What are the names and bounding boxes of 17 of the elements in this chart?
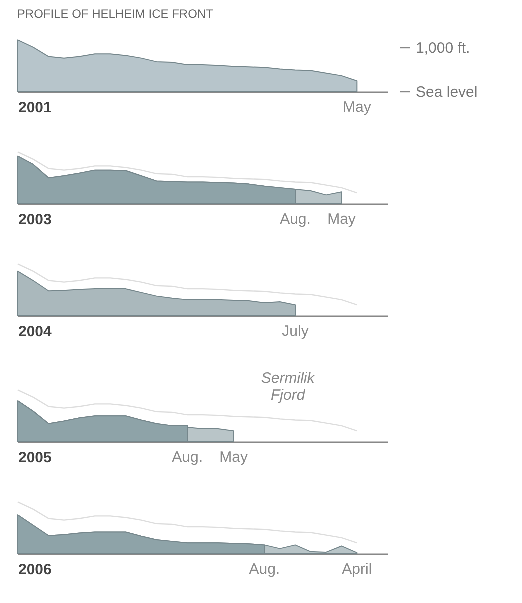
text: Sea level xyxy=(416,84,478,101)
series-label: May xyxy=(220,449,248,466)
chart-title: PROFILE OF HELHEIM ICE FRONT xyxy=(17,7,214,21)
series-label: April xyxy=(342,561,372,578)
x-axis-title: 2006 xyxy=(18,562,52,578)
x-axis-title: 2004 xyxy=(18,324,53,340)
series-label: Aug. xyxy=(280,211,311,228)
x-axis-title: 2005 xyxy=(18,450,52,466)
series-label: Aug. xyxy=(172,449,204,466)
annotation: Sermilik Fjord xyxy=(261,370,316,404)
text: 1,000 ft. xyxy=(416,40,470,57)
series-label: Aug. xyxy=(249,561,280,578)
series-label: July xyxy=(282,323,310,340)
series-label: May xyxy=(328,211,356,228)
series-label: May xyxy=(342,99,372,116)
x-axis-title: 2003 xyxy=(18,212,52,228)
x-axis-title: 2001 xyxy=(18,100,52,116)
